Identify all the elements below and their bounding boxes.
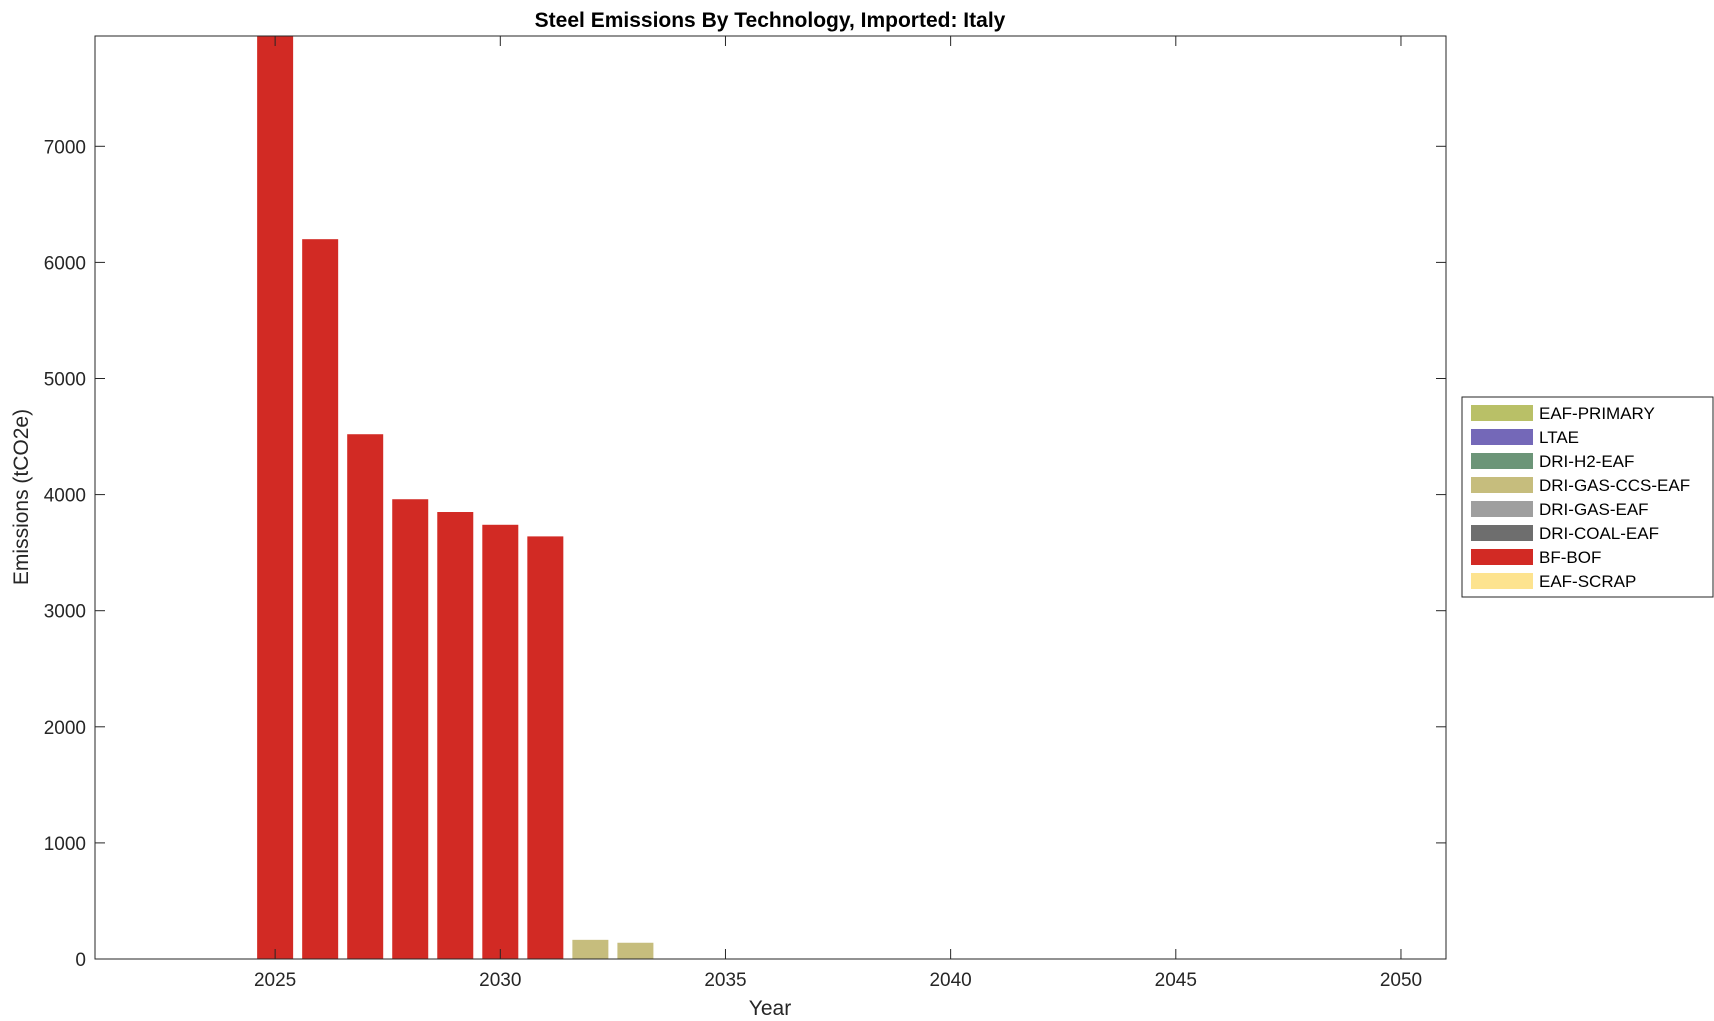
bars-group — [257, 36, 654, 960]
x-tick-label: 2045 — [1155, 970, 1197, 991]
bar-bf-bof-2031 — [527, 536, 564, 959]
x-axis-title: Year — [749, 997, 791, 1020]
y-tick-label: 1000 — [44, 834, 86, 855]
y-tick-label: 0 — [75, 950, 86, 971]
y-tick-label: 2000 — [44, 718, 86, 739]
legend-swatch-ltae — [1471, 429, 1533, 445]
y-axis-title: Emissions (tCO2e) — [10, 409, 33, 585]
bar-bf-bof-2028 — [392, 499, 429, 959]
plot-area-frame — [94, 35, 1447, 960]
legend: EAF-PRIMARY LTAE DRI-H2-EAF DRI-GAS-CCS-EAF… — [1461, 396, 1714, 598]
legend-swatch-dri-gas-ccs-eaf — [1471, 477, 1533, 493]
y-tick-label: 5000 — [44, 369, 86, 390]
y-tick-label: 4000 — [44, 486, 86, 507]
bar-dri-gas-ccs-eaf-2032 — [572, 939, 609, 959]
legend-label-dri-gas-ccs-eaf: DRI-GAS-CCS-EAF — [1539, 476, 1690, 495]
y-tick-label: 7000 — [44, 137, 86, 158]
y-tick-label: 6000 — [44, 253, 86, 274]
legend-swatch-dri-coal-eaf — [1471, 525, 1533, 541]
bar-bf-bof-2025 — [257, 36, 294, 959]
legend-label-dri-coal-eaf: DRI-COAL-EAF — [1539, 524, 1659, 543]
x-tick-label: 2035 — [704, 970, 746, 991]
legend-swatch-dri-gas-eaf — [1471, 501, 1533, 517]
bar-bf-bof-2026 — [302, 239, 339, 959]
legend-swatch-eaf-scrap — [1471, 573, 1533, 589]
x-tick-label: 2025 — [254, 970, 296, 991]
ticks-group: 2025 2030 2035 2040 2045 2050 0 1000 2000 3000 400… — [44, 36, 1446, 991]
chart-title: Steel Emissions By Technology, Imported:… — [535, 9, 1006, 32]
bar-dri-gas-ccs-eaf-2033 — [617, 942, 654, 959]
legend-box — [1461, 396, 1714, 598]
legend-swatch-dri-h2-eaf — [1471, 453, 1533, 469]
legend-swatch-eaf-primary — [1471, 405, 1533, 421]
x-tick-label: 2030 — [479, 970, 521, 991]
bar-bf-bof-2029 — [437, 512, 474, 959]
legend-label-dri-gas-eaf: DRI-GAS-EAF — [1539, 500, 1649, 519]
x-tick-label: 2050 — [1380, 970, 1422, 991]
x-tick-label: 2040 — [929, 970, 971, 991]
legend-swatch-bf-bof — [1471, 549, 1533, 565]
legend-label-eaf-primary: EAF-PRIMARY — [1539, 404, 1655, 423]
legend-label-bf-bof: BF-BOF — [1539, 548, 1601, 567]
legend-label-ltae: LTAE — [1539, 428, 1579, 447]
bar-bf-bof-2030 — [482, 524, 519, 959]
legend-label-eaf-scrap: EAF-SCRAP — [1539, 572, 1636, 591]
legend-label-dri-h2-eaf: DRI-H2-EAF — [1539, 452, 1634, 471]
bar-bf-bof-2027 — [347, 434, 384, 960]
y-tick-label: 3000 — [44, 602, 86, 623]
